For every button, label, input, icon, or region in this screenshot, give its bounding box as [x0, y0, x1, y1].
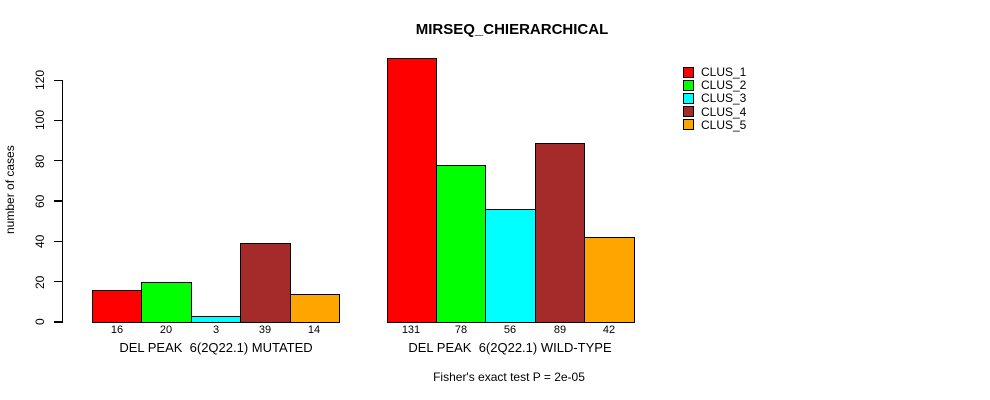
bar-value-label: 42 [602, 324, 616, 336]
legend-label: CLUS_2 [701, 78, 747, 93]
bar-value-label: 16 [110, 324, 124, 336]
chart-title: MIRSEQ_CHIERARCHICAL [415, 21, 609, 38]
y-axis-label: number of cases [3, 145, 17, 235]
legend-swatch-clus_5 [683, 119, 694, 131]
fisher-test-annotation: Fisher's exact test P = 2e-05 [433, 370, 585, 384]
legend-swatch-clus_2 [683, 79, 694, 91]
bar-clus_3-mutated [191, 316, 241, 323]
bar-value-label: 89 [553, 324, 567, 336]
legend-item: CLUS_3 [683, 91, 747, 106]
legend-item: CLUS_4 [683, 104, 747, 119]
bar-clus_2-mutated [141, 282, 192, 323]
bar-clus_5-mutated [290, 294, 340, 323]
group-axis-label: DEL PEAK 6(2Q22.1) WILD-TYPE [408, 340, 612, 355]
y-axis-tick-label: 80 [33, 154, 47, 168]
y-axis-tick [54, 160, 63, 162]
y-axis-tick [54, 281, 63, 283]
legend-label: CLUS_1 [701, 65, 747, 79]
bar-value-label: 78 [454, 324, 468, 336]
bar-clus_5-wild-type [584, 237, 635, 323]
group-axis-label: DEL PEAK 6(2Q22.1) MUTATED [119, 340, 313, 355]
bar-clus_3-wild-type [485, 209, 536, 323]
bar-value-label: 39 [258, 324, 272, 336]
legend-item: CLUS_1 [683, 65, 747, 79]
y-axis-tick-label: 0 [33, 318, 47, 326]
y-axis-tick [54, 240, 63, 242]
y-axis-tick-label: 120 [33, 69, 47, 91]
bar-clus_2-wild-type [436, 165, 486, 323]
y-axis-tick [54, 119, 63, 122]
y-axis-tick-label: 100 [33, 109, 47, 131]
legend-swatch-clus_1 [683, 66, 694, 78]
bar-clus_4-mutated [240, 243, 291, 323]
bar-value-label: 14 [307, 324, 321, 336]
y-axis-tick [54, 79, 63, 81]
bar-value-label: 131 [401, 324, 421, 336]
bar-value-label: 20 [159, 324, 173, 336]
legend-label: CLUS_3 [701, 91, 747, 106]
bar-clus_1-wild-type [387, 58, 437, 323]
y-axis-tick-label: 60 [33, 194, 47, 208]
y-axis-tick [54, 321, 63, 323]
legend-label: CLUS_4 [701, 104, 747, 119]
legend-label: CLUS_5 [701, 117, 747, 132]
y-axis-tick-label: 40 [33, 234, 47, 248]
bar-clus_4-wild-type [535, 143, 585, 323]
y-axis-tick [54, 200, 63, 202]
bar-value-label: 3 [212, 324, 220, 336]
bar-clus_1-mutated [92, 290, 142, 323]
legend-swatch-clus_3 [683, 92, 694, 104]
bar-value-label: 56 [503, 324, 517, 336]
legend-item: CLUS_5 [683, 117, 747, 132]
y-axis-tick-label: 20 [33, 275, 47, 289]
legend-swatch-clus_4 [683, 106, 694, 118]
legend-item: CLUS_2 [683, 78, 747, 93]
